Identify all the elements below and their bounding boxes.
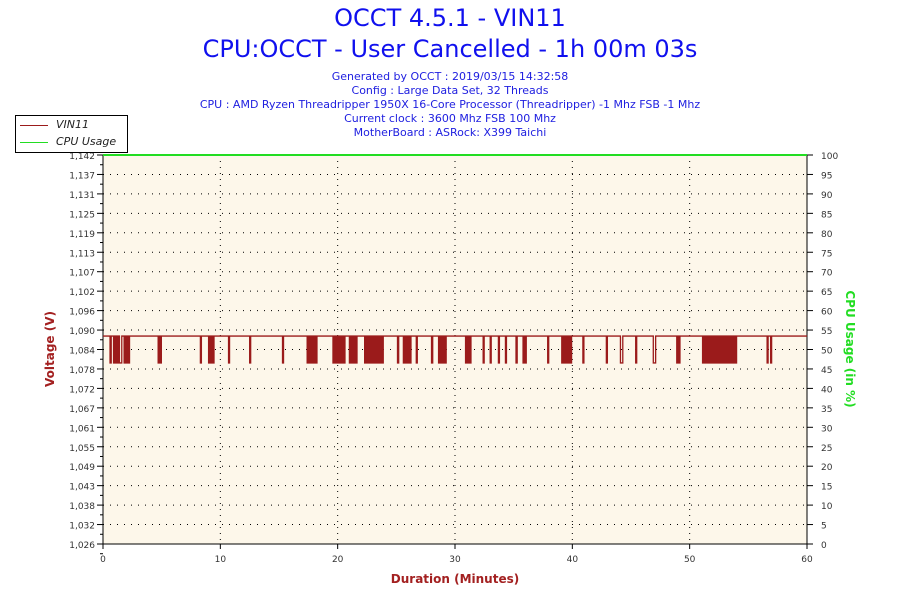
y-tick-label: 1,125 <box>69 210 95 220</box>
y2-tick-label: 65 <box>821 288 832 298</box>
x-tick-label: 30 <box>449 555 461 565</box>
chart-title: OCCT 4.5.1 - VIN11 <box>334 4 566 32</box>
y2-tick-label: 10 <box>821 502 833 512</box>
y2-tick-label: 75 <box>821 249 832 259</box>
y-tick-label: 1,107 <box>69 269 95 279</box>
x-tick-label: 40 <box>567 555 579 565</box>
y2-tick-label: 55 <box>821 327 832 337</box>
y-tick-label: 1,137 <box>69 171 95 181</box>
y-tick-label: 1,119 <box>69 230 95 240</box>
y2-tick-label: 35 <box>821 405 832 415</box>
y-tick-label: 1,102 <box>69 288 95 298</box>
x-tick-label: 60 <box>801 555 813 565</box>
y2-axis-label: CPU Usage (in %) <box>843 290 857 407</box>
y-tick-label: 1,026 <box>69 541 95 551</box>
y2-tick-label: 85 <box>821 210 832 220</box>
y-tick-label: 1,055 <box>69 444 95 454</box>
vin11-series-line <box>103 335 807 364</box>
y-axis-label: Voltage (V) <box>43 311 57 387</box>
y-tick-label: 1,078 <box>69 366 95 376</box>
y-tick-label: 1,142 <box>69 152 95 162</box>
y-tick-label: 1,084 <box>69 347 95 357</box>
x-axis-label: Duration (Minutes) <box>391 572 519 586</box>
x-tick-label: 0 <box>100 555 106 565</box>
y2-tick-label: 20 <box>821 463 833 473</box>
y2-tick-label: 90 <box>821 191 833 201</box>
legend: VIN11 CPU Usage <box>15 115 128 153</box>
y-tick-label: 1,032 <box>69 522 95 532</box>
y-tick-label: 1,061 <box>69 424 95 434</box>
y2-tick-label: 50 <box>821 347 833 357</box>
y2-tick-label: 30 <box>821 424 833 434</box>
info-cpu: CPU : AMD Ryzen Threadripper 1950X 16-Co… <box>199 98 701 111</box>
info-motherboard: MotherBoard : ASRock: X399 Taichi <box>353 126 547 139</box>
y2-tick-label: 45 <box>821 366 832 376</box>
y2-tick-label: 60 <box>821 308 833 318</box>
y-tick-label: 1,096 <box>69 308 95 318</box>
y2-tick-label: 15 <box>821 483 832 493</box>
y-tick-label: 1,049 <box>69 463 95 473</box>
y2-tick-label: 100 <box>821 152 838 162</box>
legend-item-vin11: VIN11 <box>16 117 127 133</box>
y-tick-label: 1,038 <box>69 502 95 512</box>
info-generated: Generated by OCCT : 2019/03/15 14:32:58 <box>331 70 569 83</box>
y2-tick-label: 70 <box>821 269 833 279</box>
y2-tick-label: 25 <box>821 444 832 454</box>
y2-tick-label: 80 <box>821 230 833 240</box>
y2-tick-label: 5 <box>821 522 827 532</box>
x-tick-label: 10 <box>215 555 227 565</box>
info-config: Config : Large Data Set, 32 Threads <box>351 84 549 97</box>
y-tick-label: 1,113 <box>69 249 95 259</box>
y2-tick-label: 40 <box>821 385 833 395</box>
legend-item-cpu: CPU Usage <box>16 134 127 150</box>
y-tick-label: 1,043 <box>69 483 95 493</box>
y-tick-label: 1,072 <box>69 385 95 395</box>
legend-label: VIN11 <box>56 118 89 131</box>
y-tick-label: 1,090 <box>69 327 95 337</box>
y-tick-label: 1,131 <box>69 191 95 201</box>
info-clock: Current clock : 3600 Mhz FSB 100 Mhz <box>344 112 556 125</box>
x-tick-label: 50 <box>684 555 696 565</box>
y2-tick-label: 0 <box>821 541 827 551</box>
y-tick-label: 1,067 <box>69 405 95 415</box>
chart-subtitle: CPU:OCCT - User Cancelled - 1h 00m 03s <box>202 35 698 63</box>
legend-label: CPU Usage <box>56 135 117 148</box>
x-tick-label: 20 <box>332 555 344 565</box>
y2-tick-label: 95 <box>821 171 832 181</box>
